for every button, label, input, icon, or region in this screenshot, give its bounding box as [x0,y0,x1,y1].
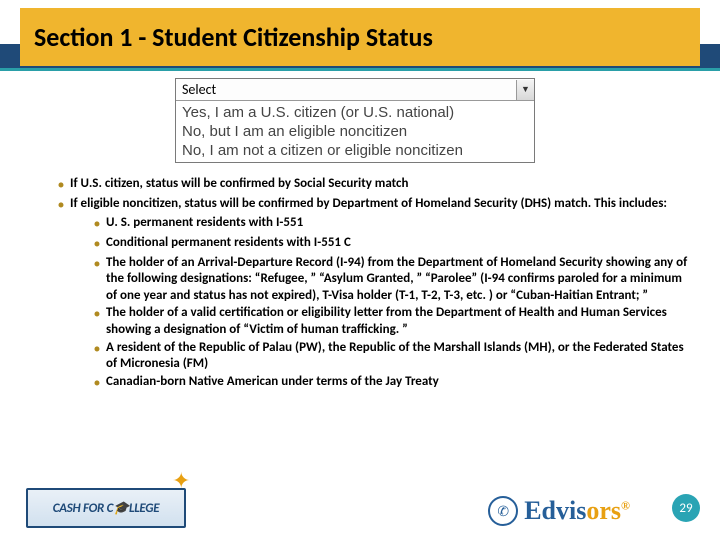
bullet-icon [88,235,106,254]
sub-bullet-item: The holder of an Arrival-Departure Recor… [88,255,692,305]
page-title: Section 1 - Student Citizenship Status [34,21,433,53]
dropdown-option[interactable]: Yes, I am a U.S. citizen (or U.S. nation… [176,103,534,122]
chevron-down-icon[interactable]: ▼ [516,80,534,100]
dropdown-option[interactable]: No, but I am an eligible noncitizen [176,122,534,141]
bullet-icon [88,215,106,234]
cash-for-college-logo: CASH FOR C🎓LLEGE [26,488,186,528]
header-teal-line [0,68,720,71]
title-bar: Section 1 - Student Citizenship Status [20,8,700,66]
content-area: If U.S. citizen, status will be confirme… [52,176,692,394]
sub-bullet-text: Canadian-born Native American under term… [106,374,692,393]
sub-bullet-item: A resident of the Republic of Palau (PW)… [88,340,692,373]
sub-bullet-item: The holder of a valid certification or e… [88,305,692,338]
footer: ✦ CASH FOR C🎓LLEGE ✆ Edvisors® 29 [0,474,720,534]
dropdown-option[interactable]: No, I am not a citizen or eligible nonci… [176,141,534,160]
edvisors-logo: ✆ Edvisors® [488,496,630,526]
page-number: 29 [672,494,700,522]
bullet-text: If U.S. citizen, status will be confirme… [70,176,692,195]
sub-bullet-list: U. S. permanent residents with I-551 Con… [88,215,692,392]
dropdown-selected[interactable]: Select ▼ [176,79,534,101]
bullet-icon [88,255,106,305]
bullet-icon [52,196,70,215]
dropdown-option-list: Yes, I am a U.S. citizen (or U.S. nation… [176,101,534,162]
bullet-text: If eligible noncitizen, status will be c… [70,196,692,215]
bullet-item: If U.S. citizen, status will be confirme… [52,176,692,195]
sub-bullet-text: The holder of a valid certification or e… [106,305,692,338]
bullet-icon [88,374,106,393]
sub-bullet-item: U. S. permanent residents with I-551 [88,215,692,234]
sub-bullet-text: Conditional permanent residents with I-5… [106,235,692,254]
bullet-item: If eligible noncitizen, status will be c… [52,196,692,215]
phone-icon: ✆ [488,496,518,526]
sub-bullet-text: The holder of an Arrival-Departure Recor… [106,255,692,305]
sub-bullet-text: U. S. permanent residents with I-551 [106,215,692,234]
sub-bullet-item: Canadian-born Native American under term… [88,374,692,393]
sub-bullet-item: Conditional permanent residents with I-5… [88,235,692,254]
bullet-icon [88,340,106,373]
edvisors-text: Edvisors® [524,496,630,526]
citizenship-dropdown[interactable]: Select ▼ Yes, I am a U.S. citizen (or U.… [175,78,535,163]
bullet-icon [88,305,106,338]
bullet-icon [52,176,70,195]
sub-bullet-text: A resident of the Republic of Palau (PW)… [106,340,692,373]
dropdown-placeholder: Select [182,81,216,98]
